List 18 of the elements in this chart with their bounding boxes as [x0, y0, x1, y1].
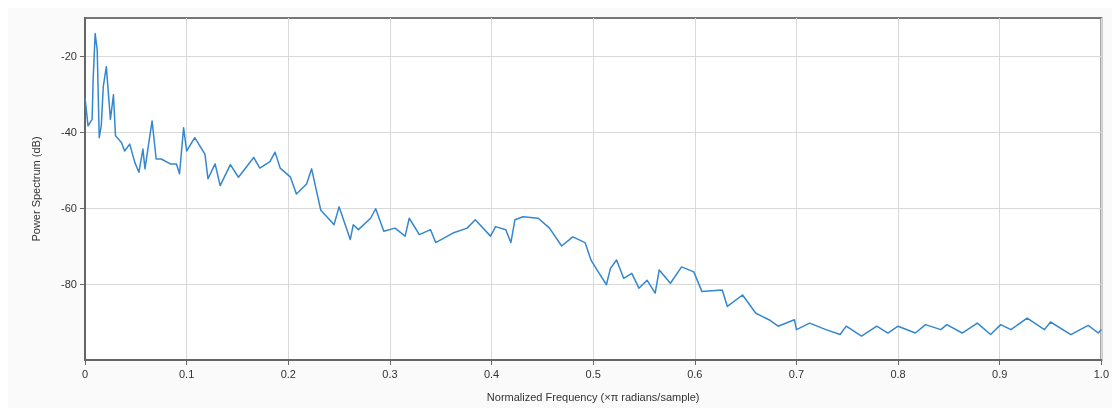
x-tick-label: 0.9: [992, 367, 1008, 380]
y-tick-label: -80: [61, 278, 77, 290]
y-tick-label: -40: [61, 126, 77, 138]
line-series: [84, 32, 1103, 337]
y-axis-title: Power Spectrum (dB): [29, 136, 42, 242]
x-tick-label: 0.3: [382, 367, 398, 380]
x-tick-label: 0.5: [585, 367, 601, 380]
x-tick-label: 0.4: [483, 367, 500, 380]
y-tick-label: -20: [61, 50, 77, 62]
x-tick-label: 0.8: [890, 367, 906, 380]
y-tick-label: -60: [61, 202, 77, 214]
x-tick-label: 1.0: [1093, 367, 1109, 380]
x-tick-label: 0.2: [280, 367, 296, 380]
x-tick-label: 0: [81, 367, 89, 380]
x-axis-title: Normalized Frequency (×π radians/sample): [486, 390, 700, 403]
x-tick-label: 0.7: [788, 367, 805, 380]
x-tick-label: 0.6: [687, 367, 703, 380]
x-tick-label: 0.1: [178, 367, 195, 380]
